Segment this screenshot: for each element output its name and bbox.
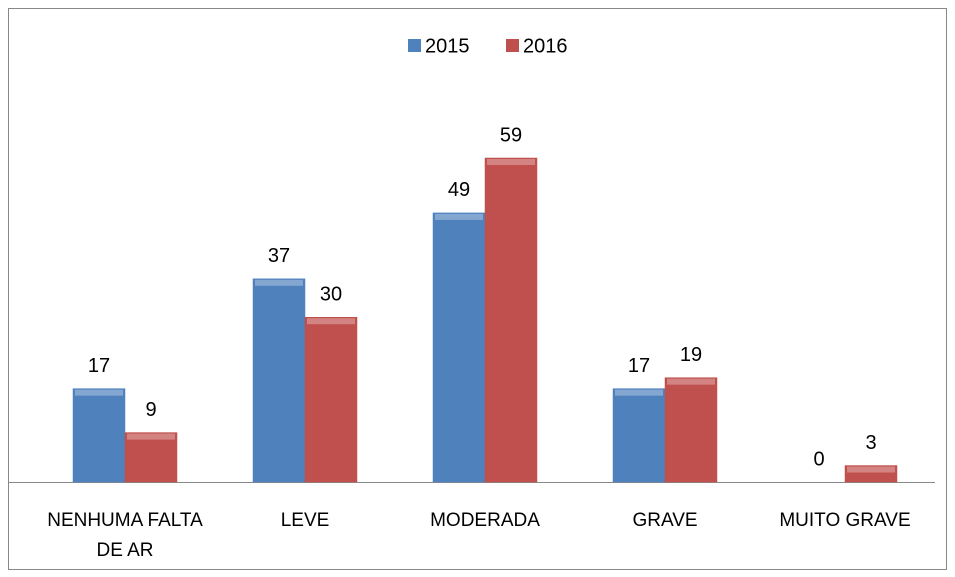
bar xyxy=(304,317,358,483)
bar xyxy=(72,388,126,483)
legend-label: 2015 xyxy=(425,35,470,57)
legend-swatch xyxy=(408,39,421,52)
x-tick-label: MODERADA xyxy=(430,510,540,531)
bar xyxy=(664,377,718,483)
data-label: 9 xyxy=(145,399,156,421)
data-label: 3 xyxy=(865,432,876,454)
bar xyxy=(844,465,898,483)
data-label: 37 xyxy=(268,245,290,267)
bar xyxy=(484,157,538,483)
bar-highlight xyxy=(615,389,663,396)
bar-highlight xyxy=(435,213,483,220)
x-tick-label: LEVE xyxy=(280,510,330,531)
data-label: 19 xyxy=(680,344,702,366)
bar-highlight xyxy=(75,389,123,396)
bar xyxy=(124,432,178,483)
bar xyxy=(252,278,306,483)
data-label: 17 xyxy=(628,355,650,377)
data-label: 49 xyxy=(448,179,470,201)
bar-highlight xyxy=(307,318,355,325)
bar-highlight xyxy=(127,433,175,440)
data-label: 59 xyxy=(500,124,522,146)
bar xyxy=(432,212,486,483)
data-label: 0 xyxy=(813,448,824,470)
bar-highlight xyxy=(847,466,895,473)
legend-swatch xyxy=(506,39,519,52)
data-label: 30 xyxy=(320,284,342,306)
bar-highlight xyxy=(487,159,535,165)
x-tick-label: NENHUMA FALTA DE AR xyxy=(47,510,203,561)
bar-highlight xyxy=(667,378,715,385)
data-label: 17 xyxy=(88,355,110,377)
legend-label: 2016 xyxy=(523,35,568,57)
bar-highlight xyxy=(255,279,303,286)
x-tick-label: GRAVE xyxy=(632,510,698,531)
x-tick-label: MUITO GRAVE xyxy=(779,510,911,531)
bar xyxy=(612,388,666,483)
